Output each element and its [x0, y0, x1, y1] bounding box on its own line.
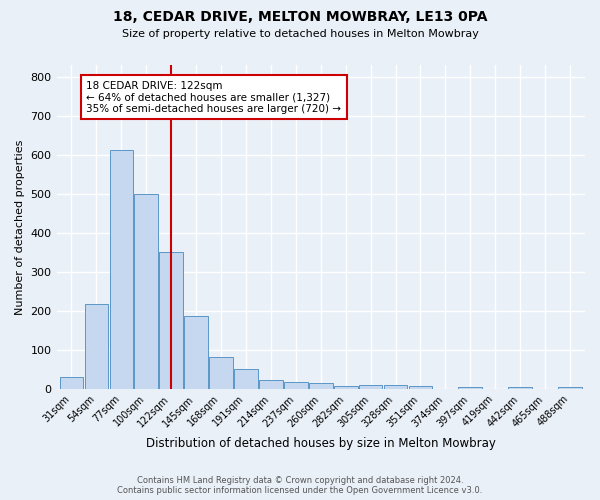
Bar	[558, 387, 582, 389]
Bar	[134, 194, 158, 389]
Bar	[209, 356, 233, 389]
Bar	[309, 383, 332, 389]
Text: 18 CEDAR DRIVE: 122sqm
← 64% of detached houses are smaller (1,327)
35% of semi-: 18 CEDAR DRIVE: 122sqm ← 64% of detached…	[86, 80, 341, 114]
Bar	[508, 387, 532, 389]
Bar	[458, 387, 482, 389]
Text: 18, CEDAR DRIVE, MELTON MOWBRAY, LE13 0PA: 18, CEDAR DRIVE, MELTON MOWBRAY, LE13 0P…	[113, 10, 487, 24]
Text: Contains HM Land Registry data © Crown copyright and database right 2024.
Contai: Contains HM Land Registry data © Crown c…	[118, 476, 482, 495]
Bar	[409, 386, 433, 389]
Bar	[359, 385, 382, 389]
Bar	[284, 382, 308, 389]
Bar	[59, 377, 83, 389]
X-axis label: Distribution of detached houses by size in Melton Mowbray: Distribution of detached houses by size …	[146, 437, 496, 450]
Bar	[85, 304, 108, 389]
Bar	[184, 316, 208, 389]
Bar	[334, 386, 358, 389]
Bar	[259, 380, 283, 389]
Bar	[234, 368, 258, 389]
Y-axis label: Number of detached properties: Number of detached properties	[15, 140, 25, 314]
Bar	[160, 252, 183, 389]
Bar	[384, 386, 407, 389]
Bar	[110, 150, 133, 389]
Text: Size of property relative to detached houses in Melton Mowbray: Size of property relative to detached ho…	[122, 29, 478, 39]
